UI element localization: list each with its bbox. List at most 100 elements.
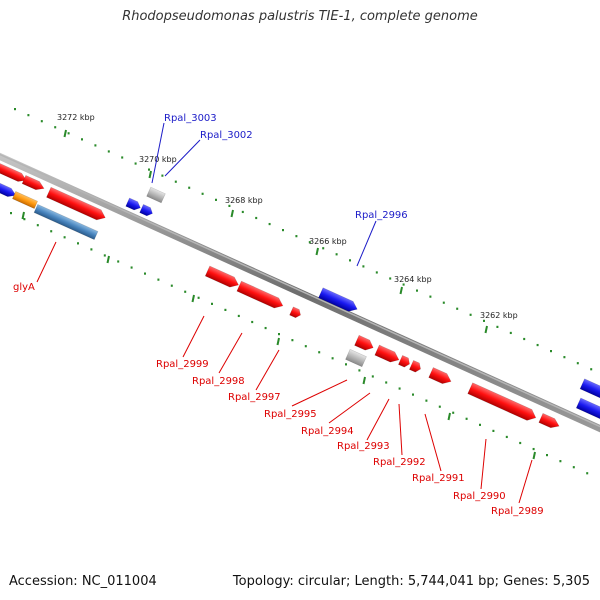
reverse-scale-dot <box>23 218 26 221</box>
gene-arrow-left-edge <box>21 174 45 191</box>
scale-dot <box>496 325 499 328</box>
scale-dot <box>563 356 566 359</box>
reverse-scale-dot <box>572 466 575 469</box>
scale-dot <box>148 168 150 171</box>
scale-dot <box>590 368 593 371</box>
reverse-scale-dot <box>63 236 66 239</box>
reverse-scale-dot <box>492 429 495 432</box>
reverse-scale-dot <box>398 387 401 390</box>
reverse-scale-major-tick <box>191 294 195 303</box>
scale-dot <box>282 229 284 232</box>
scale-dot <box>442 301 445 304</box>
gene-label: Rpal_2991 <box>412 473 465 484</box>
gene-arrow-rpal-2993-body <box>397 354 410 368</box>
scale-dot <box>550 350 552 353</box>
scale-dot <box>375 271 378 274</box>
scale-dot <box>523 337 526 341</box>
reverse-scale-dot <box>318 351 321 354</box>
genome-title: Rhodopseudomonas palustris TIE-1, comple… <box>122 9 478 24</box>
gene-label: Rpal_2996 <box>355 210 408 221</box>
gene-arrow-left-edge-body <box>0 159 27 182</box>
scale-tick-label: 3262 kbp <box>480 311 518 320</box>
feature-layer <box>0 159 600 429</box>
scale-tick-label: 3272 kbp <box>57 113 95 122</box>
gene-arrow-rpal-2990-body <box>467 382 537 421</box>
reverse-scale-dot <box>237 314 240 318</box>
leader-line <box>366 398 390 441</box>
gene-arrow-left-edge-body <box>0 180 17 197</box>
feature-gray <box>146 186 166 204</box>
scale-dot <box>228 204 231 207</box>
gene-arrow-left-edge <box>0 180 17 197</box>
reverse-track-scale <box>10 211 589 475</box>
scale-dot <box>174 180 177 183</box>
scale-major-tick <box>399 286 403 295</box>
gene-arrow-rpal-2995 <box>354 334 374 351</box>
accession-text: Accession: NC_011004 <box>9 574 157 589</box>
scale-dot <box>483 319 485 322</box>
reverse-scale-dot <box>117 260 120 263</box>
feature-orange-body <box>12 191 38 209</box>
gene-arrow-rpal-2995-body <box>354 334 374 351</box>
reverse-scale-dot <box>36 224 39 227</box>
gene-arrow-rpal-2999 <box>204 265 239 288</box>
leader-line <box>291 379 348 407</box>
reverse-scale-major-tick <box>106 255 110 264</box>
gene-arrow-right-edge <box>579 378 600 399</box>
gene-label: Rpal_2997 <box>228 392 281 403</box>
gene-arrow-rpal-2992 <box>408 359 421 373</box>
leader-line <box>255 349 280 391</box>
feature-steel <box>33 203 99 241</box>
reverse-scale-dot <box>371 375 374 378</box>
gene-arrow-left-edge <box>46 186 106 221</box>
feature-steel-body <box>33 203 99 241</box>
scale-dot <box>429 295 432 298</box>
gene-arrow-rpal-2996-body <box>318 287 358 312</box>
reverse-scale-dot <box>358 369 361 372</box>
reverse-scale-dot <box>10 212 12 215</box>
feature-gray-body <box>146 186 166 204</box>
gene-arrow-rpal-2998 <box>236 280 284 309</box>
reverse-scale-major-tick <box>276 337 280 346</box>
reverse-scale-dot <box>546 454 548 457</box>
reverse-scale-dot <box>304 345 307 348</box>
scale-track: 3272 kbp 3270 kbp 3268 kbp 3266 kbp 3264 kbp… <box>14 108 593 371</box>
scale-dot <box>509 331 512 335</box>
scale-dot <box>295 235 298 238</box>
leader-line <box>151 122 165 184</box>
scale-dot <box>81 138 83 141</box>
scale-tick-label: 3266 kbp <box>309 237 347 246</box>
scale-major-tick <box>148 170 152 179</box>
scale-dot <box>335 253 338 256</box>
reverse-scale-dot <box>479 423 481 426</box>
reverse-scale-dot <box>438 405 441 408</box>
scale-dot <box>161 174 164 177</box>
scale-dot <box>362 265 365 268</box>
gene-arrow-rpal-2990 <box>467 382 537 421</box>
gene-arrow-rpal-2999-body <box>204 265 239 288</box>
reverse-scale-dot <box>264 326 267 330</box>
gene-arrow-rpal-3003 <box>125 197 141 211</box>
scale-dot <box>469 313 472 316</box>
reverse-scale-dot <box>130 266 133 269</box>
label-leader-lines <box>36 122 533 504</box>
reverse-scale-dot <box>385 381 388 384</box>
reverse-scale-dot <box>331 357 334 360</box>
reverse-scale-dot <box>224 308 227 311</box>
gene-arrow-right-edge-body <box>579 378 600 399</box>
reverse-scale-dot <box>291 339 294 342</box>
reverse-scale-dot <box>505 435 508 439</box>
scale-dot <box>576 362 579 365</box>
gene-arrow-rpal-3003-body <box>125 197 141 211</box>
genome-summary-text: Topology: circular; Length: 5,744,041 bp… <box>232 574 590 589</box>
reverse-scale-major-tick <box>532 451 536 460</box>
reverse-scale-dot <box>586 472 589 475</box>
scale-tick-label: 3264 kbp <box>394 275 432 284</box>
scale-dot <box>255 216 258 220</box>
scale-major-tick <box>230 209 234 218</box>
leader-line <box>398 403 403 456</box>
scale-dot <box>14 108 16 111</box>
gene-label: Rpal_2994 <box>301 426 354 437</box>
gene-label: glyA <box>13 282 35 293</box>
